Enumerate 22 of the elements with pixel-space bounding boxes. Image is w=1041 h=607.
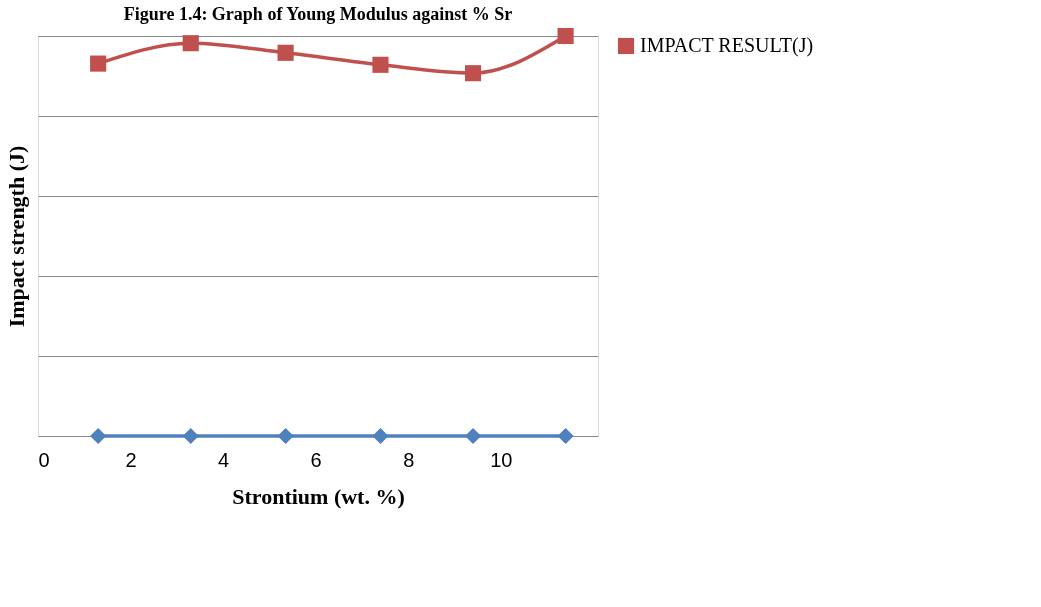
chart-title: Figure 1.4: Graph of Young Modulus against % Sr xyxy=(123,3,513,24)
x-tick-label: 0 xyxy=(38,448,50,471)
x-tick-label: 6 xyxy=(310,448,322,471)
x-tick-label: 4 xyxy=(218,448,230,471)
point xyxy=(557,427,574,445)
point xyxy=(277,44,294,61)
point xyxy=(277,427,294,445)
point xyxy=(182,35,199,52)
point xyxy=(372,56,389,73)
point xyxy=(557,27,574,45)
y-axis-title: Impact strength (J) xyxy=(3,145,29,328)
x-tick-label: 8 xyxy=(403,448,415,471)
x-tick-label: 2 xyxy=(125,448,137,471)
x-axis-title: Strontium (wt. %) xyxy=(232,483,405,509)
point xyxy=(90,55,107,72)
point xyxy=(464,65,482,82)
point xyxy=(372,427,389,445)
point xyxy=(464,427,482,445)
point xyxy=(90,427,107,445)
point xyxy=(182,427,199,445)
x-tick-label: 10 xyxy=(490,448,513,471)
legend-label: IMPACT RESULT(J) xyxy=(640,34,814,57)
